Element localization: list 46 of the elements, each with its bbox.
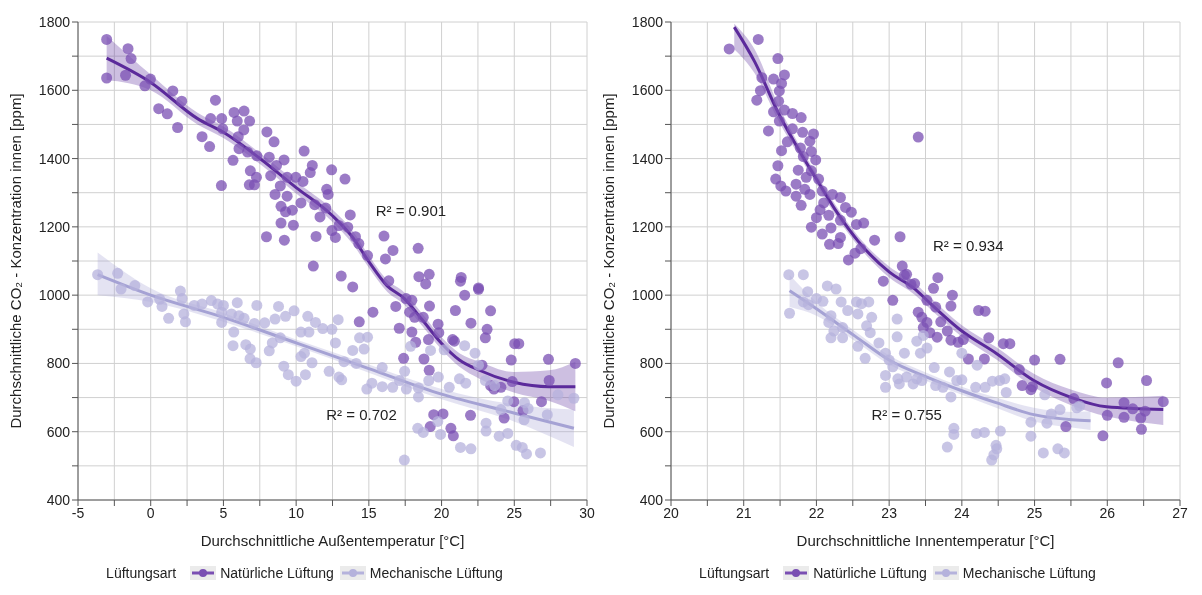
y-tick-label: 1000 [631, 287, 664, 304]
x-tick-label: 26 [1099, 504, 1116, 521]
x-tick-label: 0 [146, 504, 155, 521]
y-tick-label: 400 [46, 491, 71, 508]
annotation: R² = 0.901 [375, 201, 447, 219]
x-tick-label: 5 [219, 504, 228, 521]
legend-title: Lüftungsart [106, 565, 177, 581]
y-tick-label: 600 [46, 423, 71, 440]
legend-label: Natürliche Lüftung [813, 565, 927, 581]
annotation: R² = 0.755 [871, 405, 942, 423]
y-tick-label: 1200 [631, 218, 664, 235]
y-tick-label: 1800 [38, 13, 71, 30]
x-tick-label: 20 [433, 504, 450, 521]
y-tick-label: 1600 [631, 82, 664, 99]
x-tick-label: 25 [1026, 504, 1043, 521]
x-tick-label: 25 [506, 504, 523, 521]
x-tick-label: 27 [1172, 504, 1188, 521]
y-tick-label: 1400 [38, 150, 71, 167]
y-tick-label: 1200 [38, 218, 71, 235]
y-axis-title: Durchschnittliche CO₂ - Konzentration innen [ppm] [600, 93, 618, 429]
y-tick-label: 800 [46, 355, 71, 372]
y-axis-title: Durchschnittliche CO₂ - Konzentration innen [ppm] [7, 93, 25, 429]
y-tick-label: 800 [639, 355, 664, 372]
legend-label: Mechanische Lüftung [369, 565, 503, 581]
legend-label: Natürliche Lüftung [220, 565, 334, 581]
annotation: R² = 0.934 [933, 236, 1004, 254]
x-tick-label: 23 [881, 504, 898, 521]
x-axis-title: Durchschnittliche Innentemperatur [°C] [796, 532, 1055, 549]
y-tick-label: 600 [639, 423, 664, 440]
y-tick-label: 1600 [38, 82, 71, 99]
x-tick-label: 20 [663, 504, 679, 521]
x-axis-title: Durchschnittliche Außentemperatur [°C] [200, 532, 465, 549]
legend-label: Mechanische Lüftung [962, 565, 1096, 581]
y-tick-label: 1400 [631, 150, 664, 167]
annotation: R² = 0.702 [326, 405, 397, 423]
y-tick-label: 1800 [631, 13, 664, 30]
x-tick-label: 15 [361, 504, 377, 521]
x-tick-label: 21 [735, 504, 752, 521]
x-tick-label: 22 [808, 504, 825, 521]
x-tick-label: 10 [288, 504, 305, 521]
x-tick-label: -5 [71, 504, 85, 521]
y-tick-label: 1000 [38, 287, 71, 304]
legend-title: Lüftungsart [699, 565, 770, 581]
x-tick-label: 30 [579, 504, 595, 521]
x-tick-label: 24 [954, 504, 970, 521]
y-tick-label: 400 [639, 491, 664, 508]
